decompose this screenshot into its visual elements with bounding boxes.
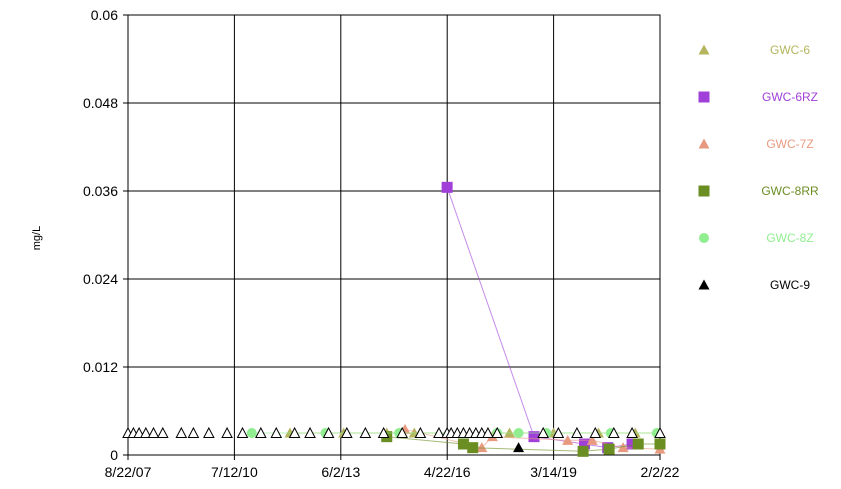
legend-item: GWC-8Z (699, 231, 814, 245)
legend-item: GWC-9 (698, 278, 810, 292)
y-tick-label: 0 (110, 447, 118, 463)
data-point (476, 442, 488, 453)
data-point (221, 426, 233, 438)
data-point (175, 426, 188, 438)
data-point (433, 426, 445, 438)
data-point (270, 426, 283, 438)
data-point (396, 426, 408, 438)
legend-item: GWC-6RZ (698, 90, 818, 104)
data-point (552, 426, 565, 438)
series-line (386, 436, 660, 452)
data-point (562, 434, 574, 445)
data-point (359, 426, 372, 438)
data-point (467, 442, 479, 454)
x-tick-label: 4/22/16 (424, 464, 471, 480)
legend-label: GWC-6RZ (762, 90, 818, 104)
data-point (482, 426, 494, 438)
x-tick-label: 6/2/13 (321, 464, 360, 480)
data-point (304, 426, 316, 438)
data-point (632, 438, 644, 450)
legend-marker (698, 279, 710, 290)
grid-lines (127, 14, 661, 456)
legend-item: GWC-7Z (698, 137, 814, 151)
legend-marker (698, 44, 710, 55)
data-point (377, 426, 390, 438)
data-point (236, 426, 249, 438)
data-point (147, 426, 160, 438)
data-point (340, 426, 353, 438)
legend: GWC-6 GWC-6RZ GWC-7Z GWC-8RR GWC-8Z GWC-9 (698, 43, 819, 292)
data-point (571, 426, 583, 438)
data-point (654, 426, 666, 438)
data-point (589, 426, 602, 438)
series-gwc-9 (513, 442, 525, 453)
data-point (140, 426, 152, 438)
y-tick-label: 0.036 (83, 183, 118, 199)
data-point (255, 426, 267, 438)
x-tick-label: 2/2/22 (641, 464, 680, 480)
data-points (122, 181, 666, 457)
y-tick-label: 0.048 (83, 95, 118, 111)
legend-label: GWC-9 (770, 278, 810, 292)
legend-marker (698, 185, 710, 197)
data-point (441, 181, 453, 193)
data-point (457, 438, 469, 450)
data-point (577, 445, 589, 457)
legend-item: GWC-8RR (698, 184, 819, 198)
y-tick-label: 0.06 (91, 7, 118, 23)
legend-label: GWC-7Z (766, 137, 813, 151)
series-non-detect (122, 426, 666, 438)
data-point (187, 426, 200, 438)
legend-label: GWC-8Z (766, 231, 813, 245)
plot-area (127, 14, 661, 456)
data-point (246, 428, 257, 438)
data-point (322, 426, 335, 438)
y-axis-label: mg/L (31, 226, 43, 250)
data-point (156, 426, 169, 438)
series-line (446, 187, 633, 449)
data-point (513, 442, 525, 453)
x-tick-label: 8/22/07 (105, 464, 152, 480)
x-tick-label: 7/12/10 (211, 464, 258, 480)
y-tick-label: 0.012 (83, 359, 118, 375)
data-point (513, 428, 524, 438)
data-point (586, 434, 598, 445)
legend-label: GWC-8RR (761, 184, 819, 198)
legend-label: GWC-6 (770, 43, 810, 57)
data-point (203, 426, 215, 438)
data-point (288, 426, 301, 438)
data-point (537, 426, 550, 438)
legend-item: GWC-6 (698, 43, 810, 57)
legend-marker (698, 138, 710, 149)
data-point (414, 426, 427, 438)
y-axis: 0 0.012 0.024 0.036 0.048 0.06 (83, 7, 128, 463)
data-point (491, 426, 504, 438)
legend-marker (698, 91, 710, 103)
data-point (654, 438, 666, 450)
data-point (617, 442, 629, 453)
y-tick-label: 0.024 (83, 271, 118, 287)
x-tick-label: 3/14/19 (530, 464, 577, 480)
data-point (608, 426, 620, 438)
legend-marker (699, 233, 709, 243)
data-point (626, 426, 638, 438)
series-gwc-6rz (441, 181, 638, 454)
data-point (603, 443, 615, 455)
x-axis: 8/22/07 7/12/10 6/2/13 4/22/16 3/14/19 2/2/22 (105, 455, 680, 480)
